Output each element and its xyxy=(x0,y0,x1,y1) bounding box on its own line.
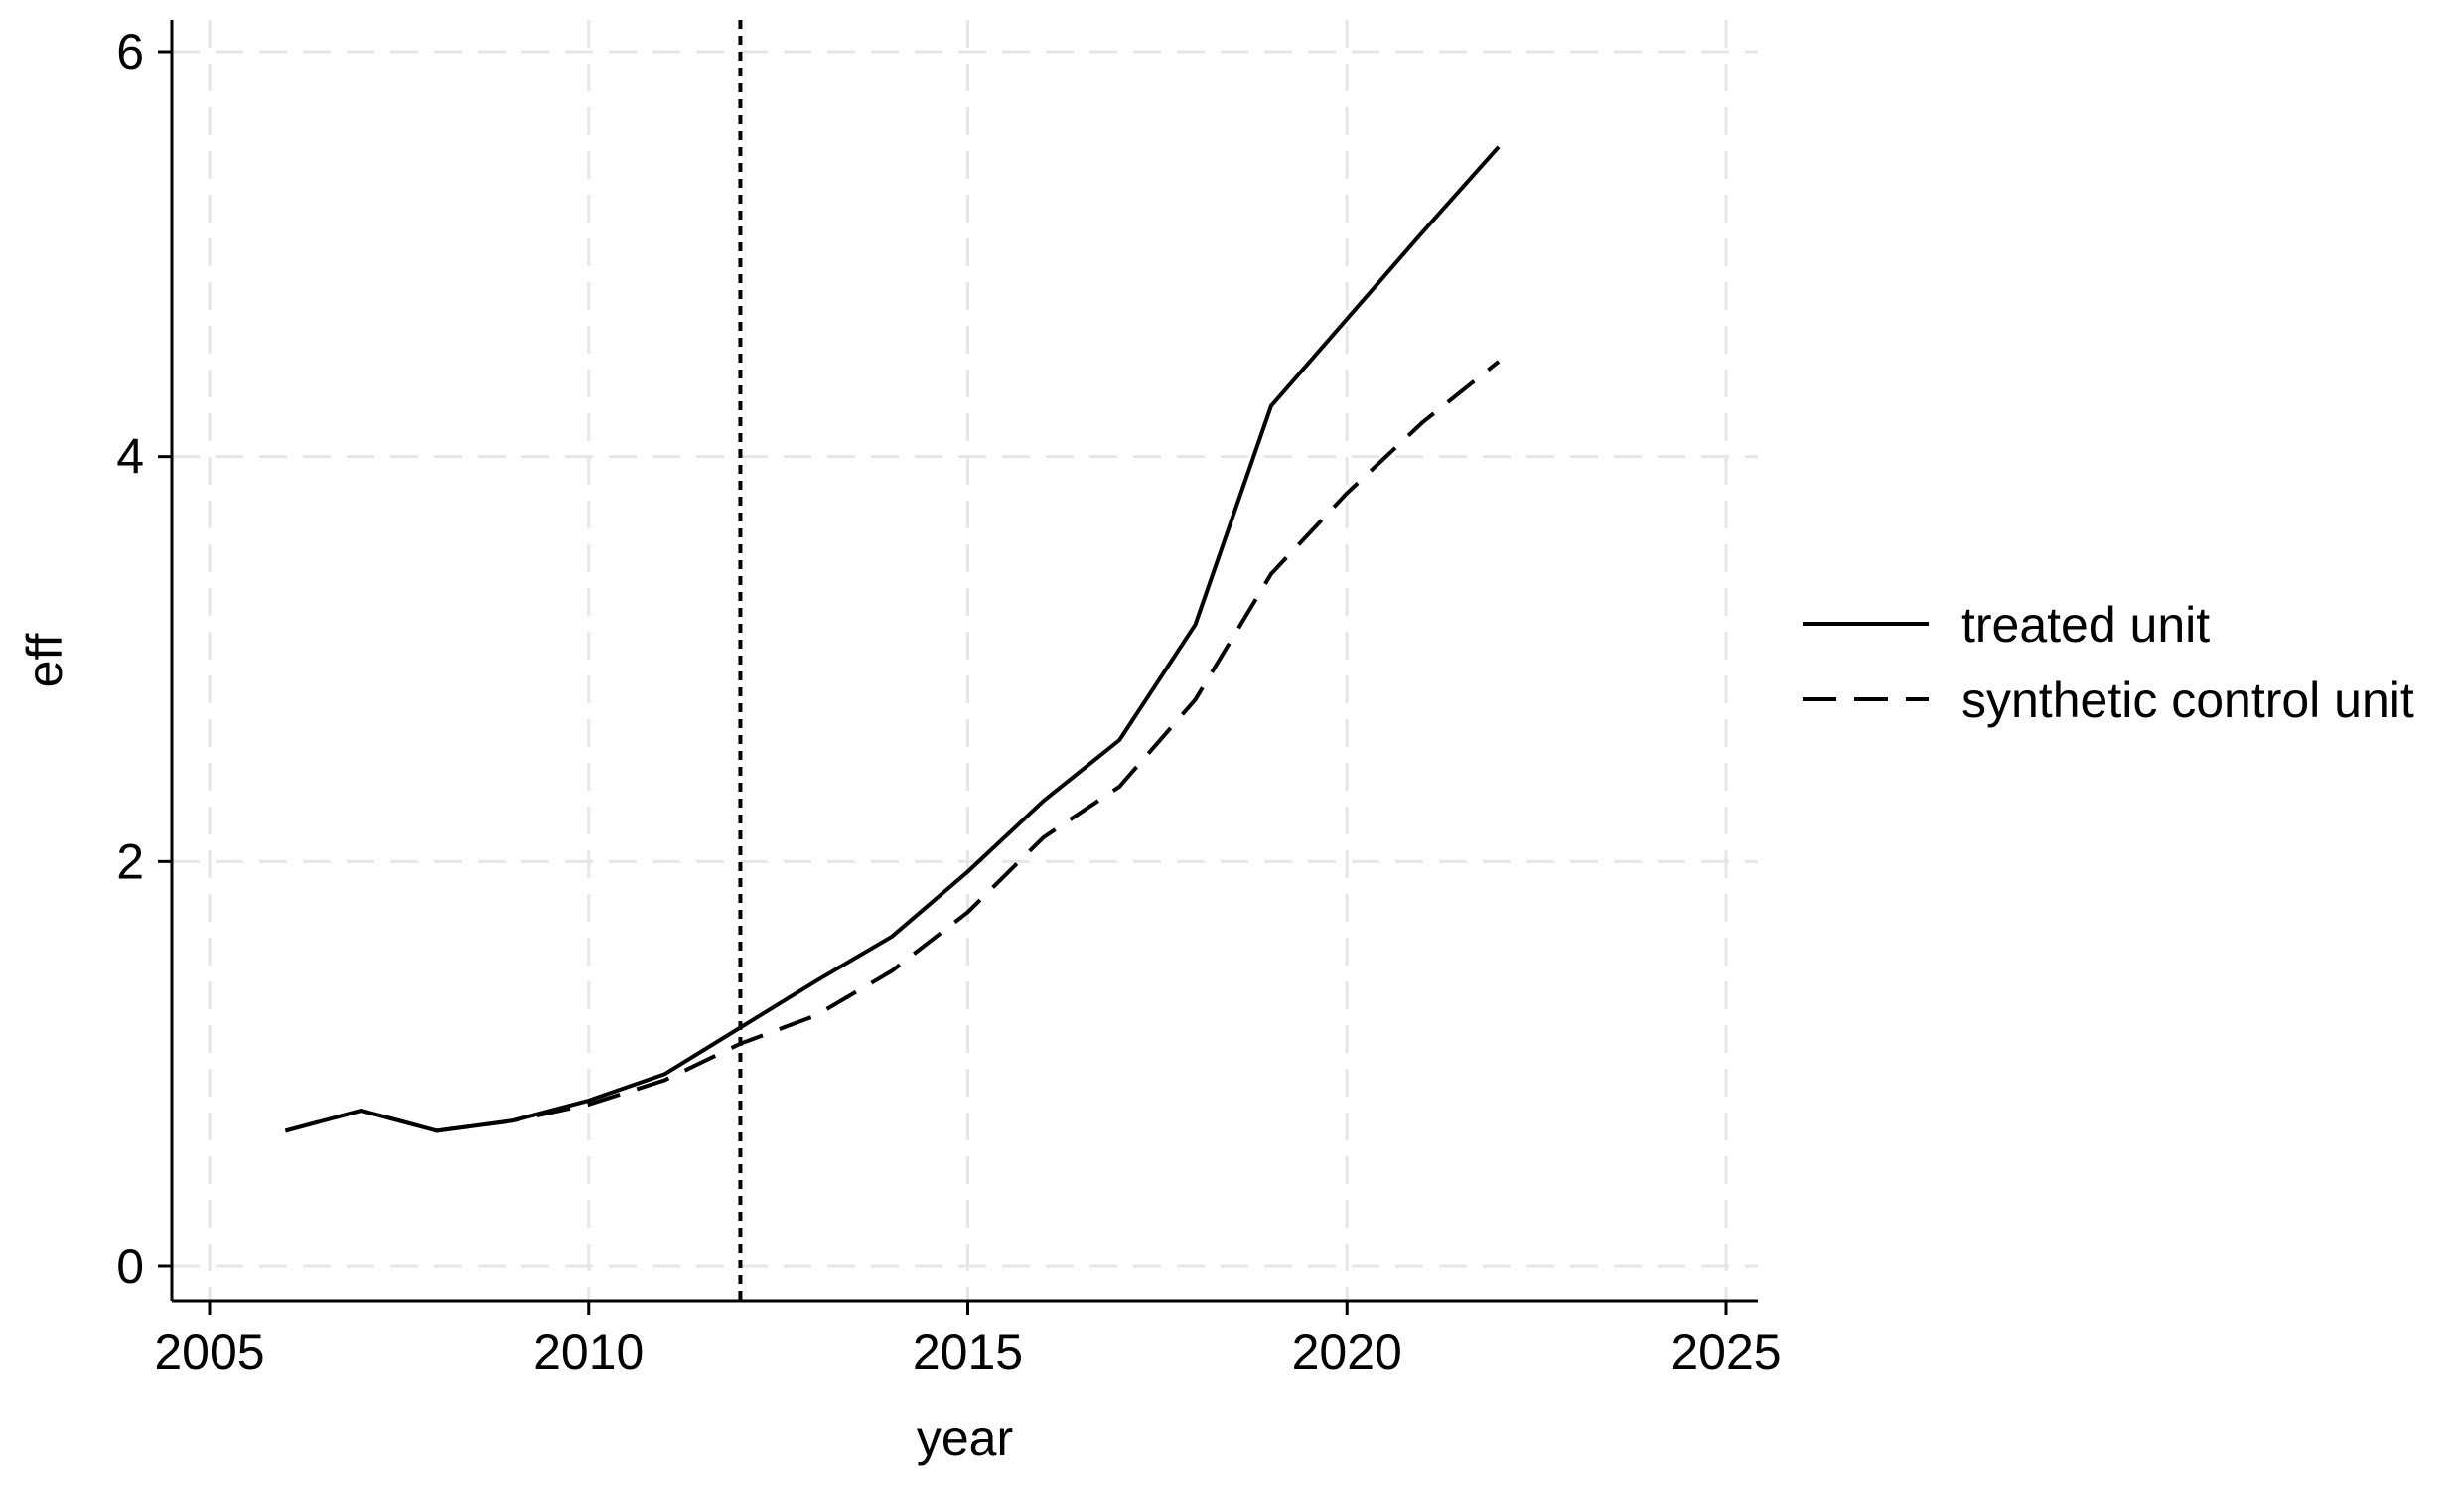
x-axis-title: year xyxy=(917,1411,1013,1466)
axes xyxy=(170,20,1758,1303)
series-lines xyxy=(284,145,1501,1133)
series-line-0 xyxy=(284,145,1501,1133)
x-tick-label: 2005 xyxy=(154,1324,264,1380)
x-tick-label: 2010 xyxy=(533,1324,644,1380)
grid-lines xyxy=(172,20,1758,1301)
legend: treated unit synthetic control unit xyxy=(1803,597,2414,728)
x-tick-label: 2020 xyxy=(1292,1324,1402,1380)
y-ticks: 0 2 4 6 xyxy=(116,24,172,1294)
x-ticks: 2005 2010 2015 2020 2025 xyxy=(154,1301,1782,1380)
y-axis-title: eff xyxy=(17,634,72,688)
y-tick-label: 0 xyxy=(116,1239,144,1294)
y-tick-label: 2 xyxy=(116,833,144,889)
y-tick-label: 4 xyxy=(116,429,144,485)
x-tick-label: 2025 xyxy=(1670,1324,1781,1380)
legend-label-treated: treated unit xyxy=(1961,597,2210,653)
legend-label-synthetic: synthetic control unit xyxy=(1961,672,2414,728)
y-tick-label: 6 xyxy=(116,24,144,79)
series-line-1 xyxy=(284,360,1501,1133)
x-tick-label: 2015 xyxy=(913,1324,1023,1380)
